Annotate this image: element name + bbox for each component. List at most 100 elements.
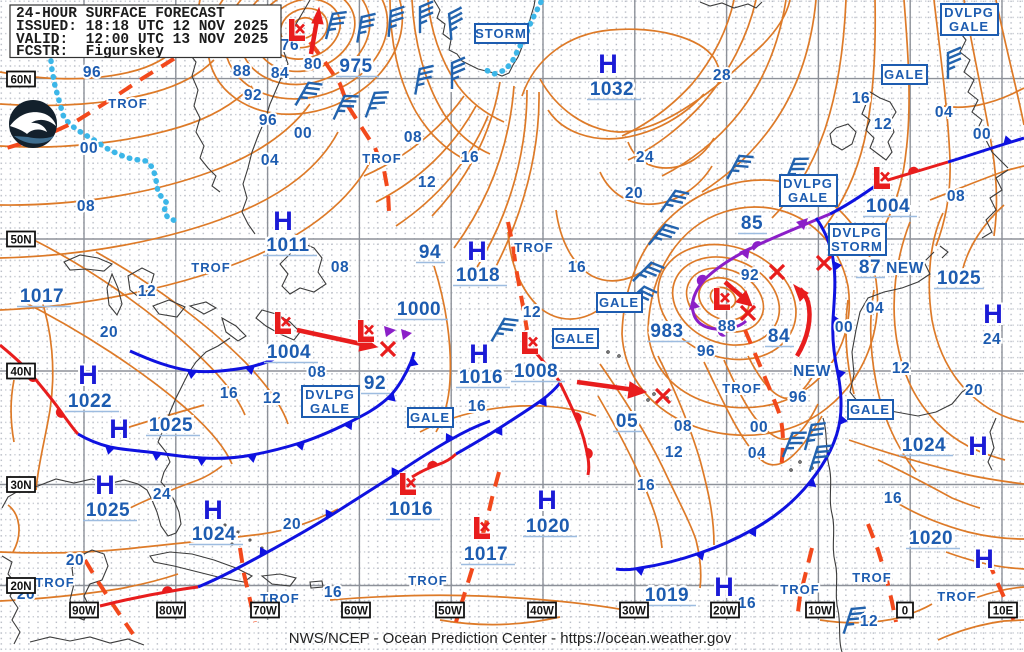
svg-text:00: 00 [80,140,98,157]
svg-text:08: 08 [77,198,95,215]
svg-text:04: 04 [261,152,279,169]
svg-text:983: 983 [650,321,683,342]
svg-text:1017: 1017 [464,544,508,565]
svg-text:87: 87 [859,257,881,278]
svg-text:0: 0 [902,606,908,618]
svg-text:16: 16 [220,385,238,402]
svg-text:H: H [469,339,489,369]
svg-text:12: 12 [860,613,878,630]
svg-text:05: 05 [616,411,638,432]
svg-text:1025: 1025 [937,268,981,289]
svg-text:88: 88 [718,318,736,335]
svg-text:16: 16 [468,398,486,415]
svg-text:16: 16 [884,490,902,507]
svg-text:04: 04 [748,445,766,462]
svg-text:20: 20 [100,324,118,341]
svg-text:16: 16 [324,584,342,601]
svg-text:DVLPG: DVLPG [832,225,882,240]
svg-text:90W: 90W [72,606,96,618]
svg-text:12: 12 [138,283,156,300]
svg-text:H: H [974,544,994,574]
svg-text:20: 20 [283,516,301,533]
svg-text:NWS/NCEP - Ocean Prediction Ce: NWS/NCEP - Ocean Prediction Center - htt… [289,630,732,647]
svg-text:1011: 1011 [266,235,309,256]
svg-text:28: 28 [713,67,731,84]
svg-text:1032: 1032 [590,79,634,100]
svg-text:16: 16 [461,149,479,166]
svg-text:12: 12 [892,360,910,377]
svg-text:20: 20 [965,382,983,399]
svg-text:DVLPG: DVLPG [783,176,833,191]
svg-text:H: H [109,414,129,444]
svg-text:GALE: GALE [310,401,350,416]
svg-text:VALID: 12:00 UTC 13 NOV 2025: VALID: 12:00 UTC 13 NOV 2025 [16,32,268,48]
svg-text:1018: 1018 [456,265,500,286]
svg-text:12: 12 [523,304,541,321]
svg-text:20: 20 [625,185,643,202]
svg-text:NEW: NEW [793,363,831,380]
svg-text:16: 16 [738,595,756,612]
svg-text:TROF: TROF [408,573,447,588]
svg-text:1020: 1020 [526,516,570,537]
svg-text:16: 16 [568,259,586,276]
svg-text:TROF: TROF [108,96,147,111]
svg-text:DVLPG: DVLPG [305,387,355,402]
svg-text:16: 16 [637,477,655,494]
svg-text:04: 04 [866,300,884,317]
svg-text:1022: 1022 [68,391,112,412]
svg-text:92: 92 [364,373,386,394]
svg-text:H: H [714,572,734,602]
svg-text:24: 24 [983,331,1001,348]
svg-text:16: 16 [852,90,870,107]
svg-text:00: 00 [750,419,768,436]
svg-text:30W: 30W [622,606,646,618]
svg-text:96: 96 [259,112,277,129]
svg-text:GALE: GALE [788,190,828,205]
svg-text:08: 08 [947,188,965,205]
svg-text:80W: 80W [159,606,183,618]
svg-text:96: 96 [83,64,101,81]
svg-text:12: 12 [263,390,281,407]
svg-text:92: 92 [244,87,262,104]
svg-text:08: 08 [308,364,326,381]
svg-text:TROF: TROF [780,582,819,597]
svg-text:GALE: GALE [555,331,595,346]
svg-text:08: 08 [404,129,422,146]
svg-text:92: 92 [741,267,759,284]
svg-text:10E: 10E [993,606,1014,618]
svg-text:1019: 1019 [645,585,689,606]
svg-text:1024: 1024 [902,435,946,456]
svg-text:H: H [537,485,557,515]
svg-text:975: 975 [339,56,372,77]
svg-text:12: 12 [665,444,683,461]
svg-text:20: 20 [66,552,84,569]
svg-text:12: 12 [874,116,892,133]
svg-text:08: 08 [674,418,692,435]
svg-text:96: 96 [697,343,715,360]
svg-text:1000: 1000 [397,299,441,320]
svg-text:84: 84 [271,65,289,82]
svg-text:30N: 30N [10,480,31,492]
svg-text:00: 00 [835,319,853,336]
svg-text:GALE: GALE [884,67,924,82]
svg-text:1004: 1004 [866,196,910,217]
svg-text:H: H [78,360,98,390]
svg-text:TROF: TROF [722,381,761,396]
svg-text:00: 00 [973,126,991,143]
svg-text:00: 00 [294,125,312,142]
svg-text:ISSUED: 18:18 UTC 12 NOV 2025: ISSUED: 18:18 UTC 12 NOV 2025 [16,19,268,35]
svg-text:H: H [95,470,115,500]
svg-text:85: 85 [741,213,763,234]
svg-text:H: H [968,431,988,461]
svg-text:1016: 1016 [459,367,503,388]
svg-text:50W: 50W [438,606,462,618]
svg-text:94: 94 [419,242,441,263]
svg-text:40W: 40W [530,606,554,618]
svg-text:96: 96 [789,389,807,406]
svg-text:24: 24 [636,149,654,166]
svg-text:H: H [598,49,618,79]
svg-text:88: 88 [233,63,251,80]
svg-text:H: H [273,206,293,236]
svg-text:GALE: GALE [850,402,890,417]
svg-text:60N: 60N [10,75,31,87]
